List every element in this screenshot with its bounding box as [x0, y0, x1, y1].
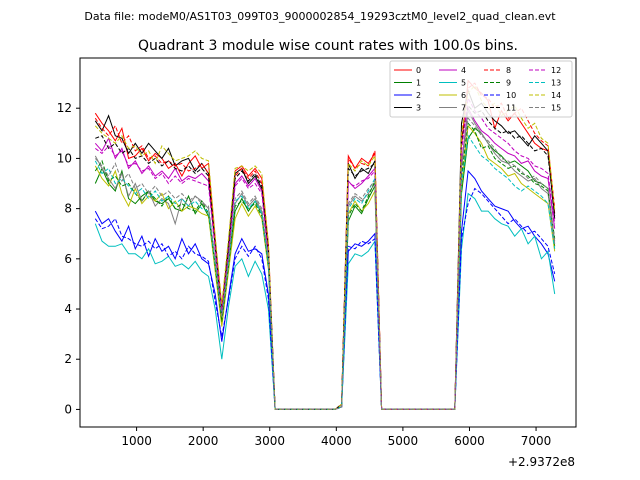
y-tick-label: 0	[64, 402, 72, 416]
legend-label-5: 5	[461, 79, 466, 88]
series-line-9	[94, 122, 556, 410]
legend-label-8: 8	[506, 66, 511, 75]
plot-series-group	[94, 79, 556, 410]
legend-label-2: 2	[416, 91, 421, 100]
legend-label-0: 0	[416, 66, 421, 75]
legend-label-4: 4	[461, 66, 466, 75]
legend-box	[389, 60, 573, 118]
series-line-6	[94, 124, 556, 410]
y-tick-label: 8	[64, 202, 72, 216]
legend-label-12: 12	[551, 66, 561, 75]
legend-label-15: 15	[551, 104, 561, 113]
x-tick-label: 6000	[454, 434, 485, 448]
x-tick-label: 4000	[321, 434, 352, 448]
legend-label-10: 10	[506, 91, 516, 100]
series-line-5	[94, 192, 556, 410]
series-line-8	[94, 82, 556, 410]
legend-label-1: 1	[416, 79, 421, 88]
series-line-2	[94, 169, 556, 410]
y-tick-label: 6	[64, 252, 72, 266]
x-tick-label: 2000	[188, 434, 219, 448]
legend-label-14: 14	[551, 91, 561, 100]
legend-label-13: 13	[551, 79, 561, 88]
series-line-15	[94, 117, 556, 410]
chart-title: Quadrant 3 module wise count rates with …	[138, 38, 518, 54]
legend-label-9: 9	[506, 79, 511, 88]
x-tick-label: 5000	[388, 434, 419, 448]
legend-label-3: 3	[416, 104, 421, 113]
series-line-11	[95, 104, 556, 410]
plot-axes-frame	[79, 57, 577, 428]
series-line-12	[95, 96, 556, 410]
series-line-10	[94, 187, 556, 410]
legend-label-11: 11	[506, 104, 516, 113]
series-line-13	[94, 134, 556, 410]
x-tick-label: 3000	[254, 434, 285, 448]
legend-label-6: 6	[461, 91, 466, 100]
series-line-1	[94, 127, 556, 410]
x-tick-label: 7000	[521, 434, 552, 448]
y-tick-label: 4	[64, 302, 72, 316]
x-tick-label: 1000	[121, 434, 152, 448]
y-tick-label: 10	[57, 151, 72, 165]
y-tick-label: 12	[57, 101, 72, 115]
y-axis-ticks: 0 2 4 6 8 10 12	[57, 101, 80, 416]
legend-label-7: 7	[461, 104, 466, 113]
x-axis-ticks: 1000 2000 3000 4000 5000 6000 7000	[121, 427, 551, 448]
series-line-0	[94, 79, 556, 410]
x-axis-offset-label: +2.9372e8	[508, 455, 575, 469]
y-tick-label: 2	[64, 352, 72, 366]
chart-suptitle: Data file: modeM0/AS1T03_099T03_90000028…	[84, 10, 556, 23]
